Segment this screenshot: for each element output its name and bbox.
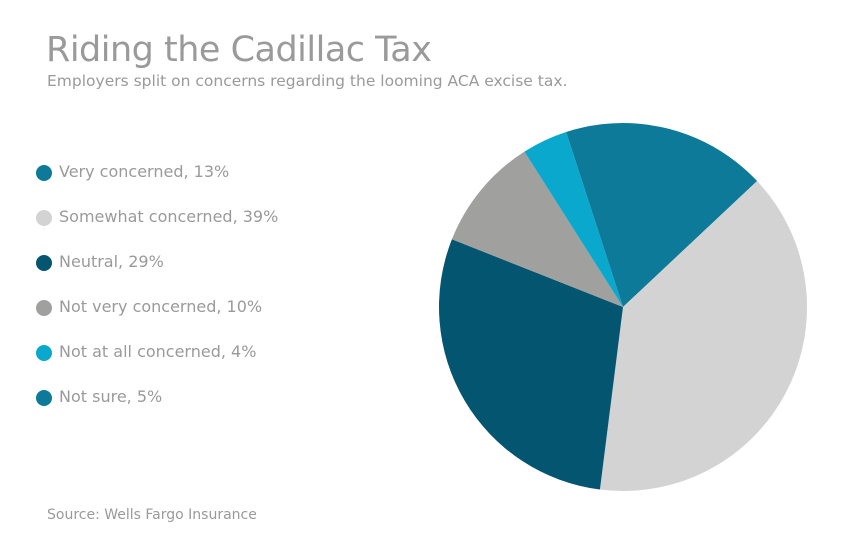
legend-swatch — [36, 390, 52, 406]
pie-slice — [438, 239, 623, 490]
legend: Very concerned, 13% Somewhat concerned, 3… — [36, 162, 278, 432]
legend-label: Somewhat concerned, 39% — [59, 207, 279, 226]
chart-title: Riding the Cadillac Tax — [46, 30, 432, 70]
legend-swatch — [36, 345, 52, 361]
legend-swatch — [36, 300, 52, 316]
legend-label: Neutral, 29% — [59, 252, 164, 271]
legend-item: Not sure, 5% — [36, 387, 278, 432]
source-note: Source: Wells Fargo Insurance — [47, 507, 257, 523]
legend-label: Not at all concerned, 4% — [59, 342, 257, 361]
legend-label: Very concerned, 13% — [59, 162, 230, 181]
legend-swatch — [36, 165, 52, 181]
legend-item: Neutral, 29% — [36, 252, 278, 297]
legend-swatch — [36, 210, 52, 226]
pie-slice — [623, 123, 758, 307]
pie-slice — [451, 151, 623, 307]
legend-item: Not at all concerned, 4% — [36, 342, 278, 387]
pie-slice — [524, 132, 623, 307]
legend-item: Very concerned, 13% — [36, 162, 278, 207]
legend-label: Not very concerned, 10% — [59, 297, 263, 316]
legend-label: Not sure, 5% — [59, 387, 163, 406]
legend-item: Somewhat concerned, 39% — [36, 207, 278, 252]
pie-slice — [566, 123, 623, 307]
legend-swatch — [36, 255, 52, 271]
chart-subtitle: Employers split on concerns regarding th… — [47, 72, 568, 90]
pie-slice — [599, 181, 807, 492]
legend-item: Not very concerned, 10% — [36, 297, 278, 342]
